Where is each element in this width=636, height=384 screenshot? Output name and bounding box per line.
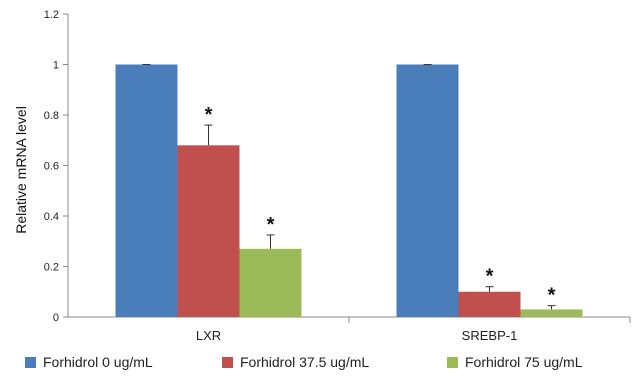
x-category-label: LXR: [196, 328, 221, 343]
bar: [177, 145, 240, 317]
y-tick-label: 0.6: [44, 161, 59, 173]
bar: [396, 64, 459, 317]
x-category-label: SREBP-1: [462, 328, 518, 343]
legend-swatch: [222, 357, 233, 368]
y-tick-label: 0.4: [44, 211, 59, 223]
y-tick-label: 1: [53, 60, 59, 72]
y-tick-label: 0.2: [44, 262, 59, 274]
legend-label: Forhidrol 0 ug/mL: [43, 354, 153, 370]
legend-label: Forhidrol 37.5 ug/mL: [240, 354, 369, 370]
significance-marker: *: [267, 214, 275, 236]
significance-marker: *: [205, 104, 213, 126]
bar: [115, 64, 178, 317]
bar: [239, 248, 302, 317]
plot-area: 0 0.2 0.4 0.6 0.8 1 1.2 LXR * * SREBP-1 * *: [44, 9, 631, 343]
legend-swatch: [25, 357, 36, 368]
significance-marker: *: [548, 285, 556, 307]
y-tick-label: 1.2: [44, 9, 59, 21]
legend-swatch: [447, 357, 458, 368]
y-tick-label: 0: [53, 312, 59, 324]
y-tick-label: 0.8: [44, 110, 59, 122]
legend: Forhidrol 0 ug/mL Forhidrol 37.5 ug/mL For…: [25, 354, 583, 370]
legend-label: Forhidrol 75 ug/mL: [465, 354, 583, 370]
y-axis-title: Relative mRNA level: [13, 106, 29, 234]
significance-marker: *: [486, 266, 494, 288]
bar: [458, 291, 521, 317]
bar: [520, 309, 583, 317]
